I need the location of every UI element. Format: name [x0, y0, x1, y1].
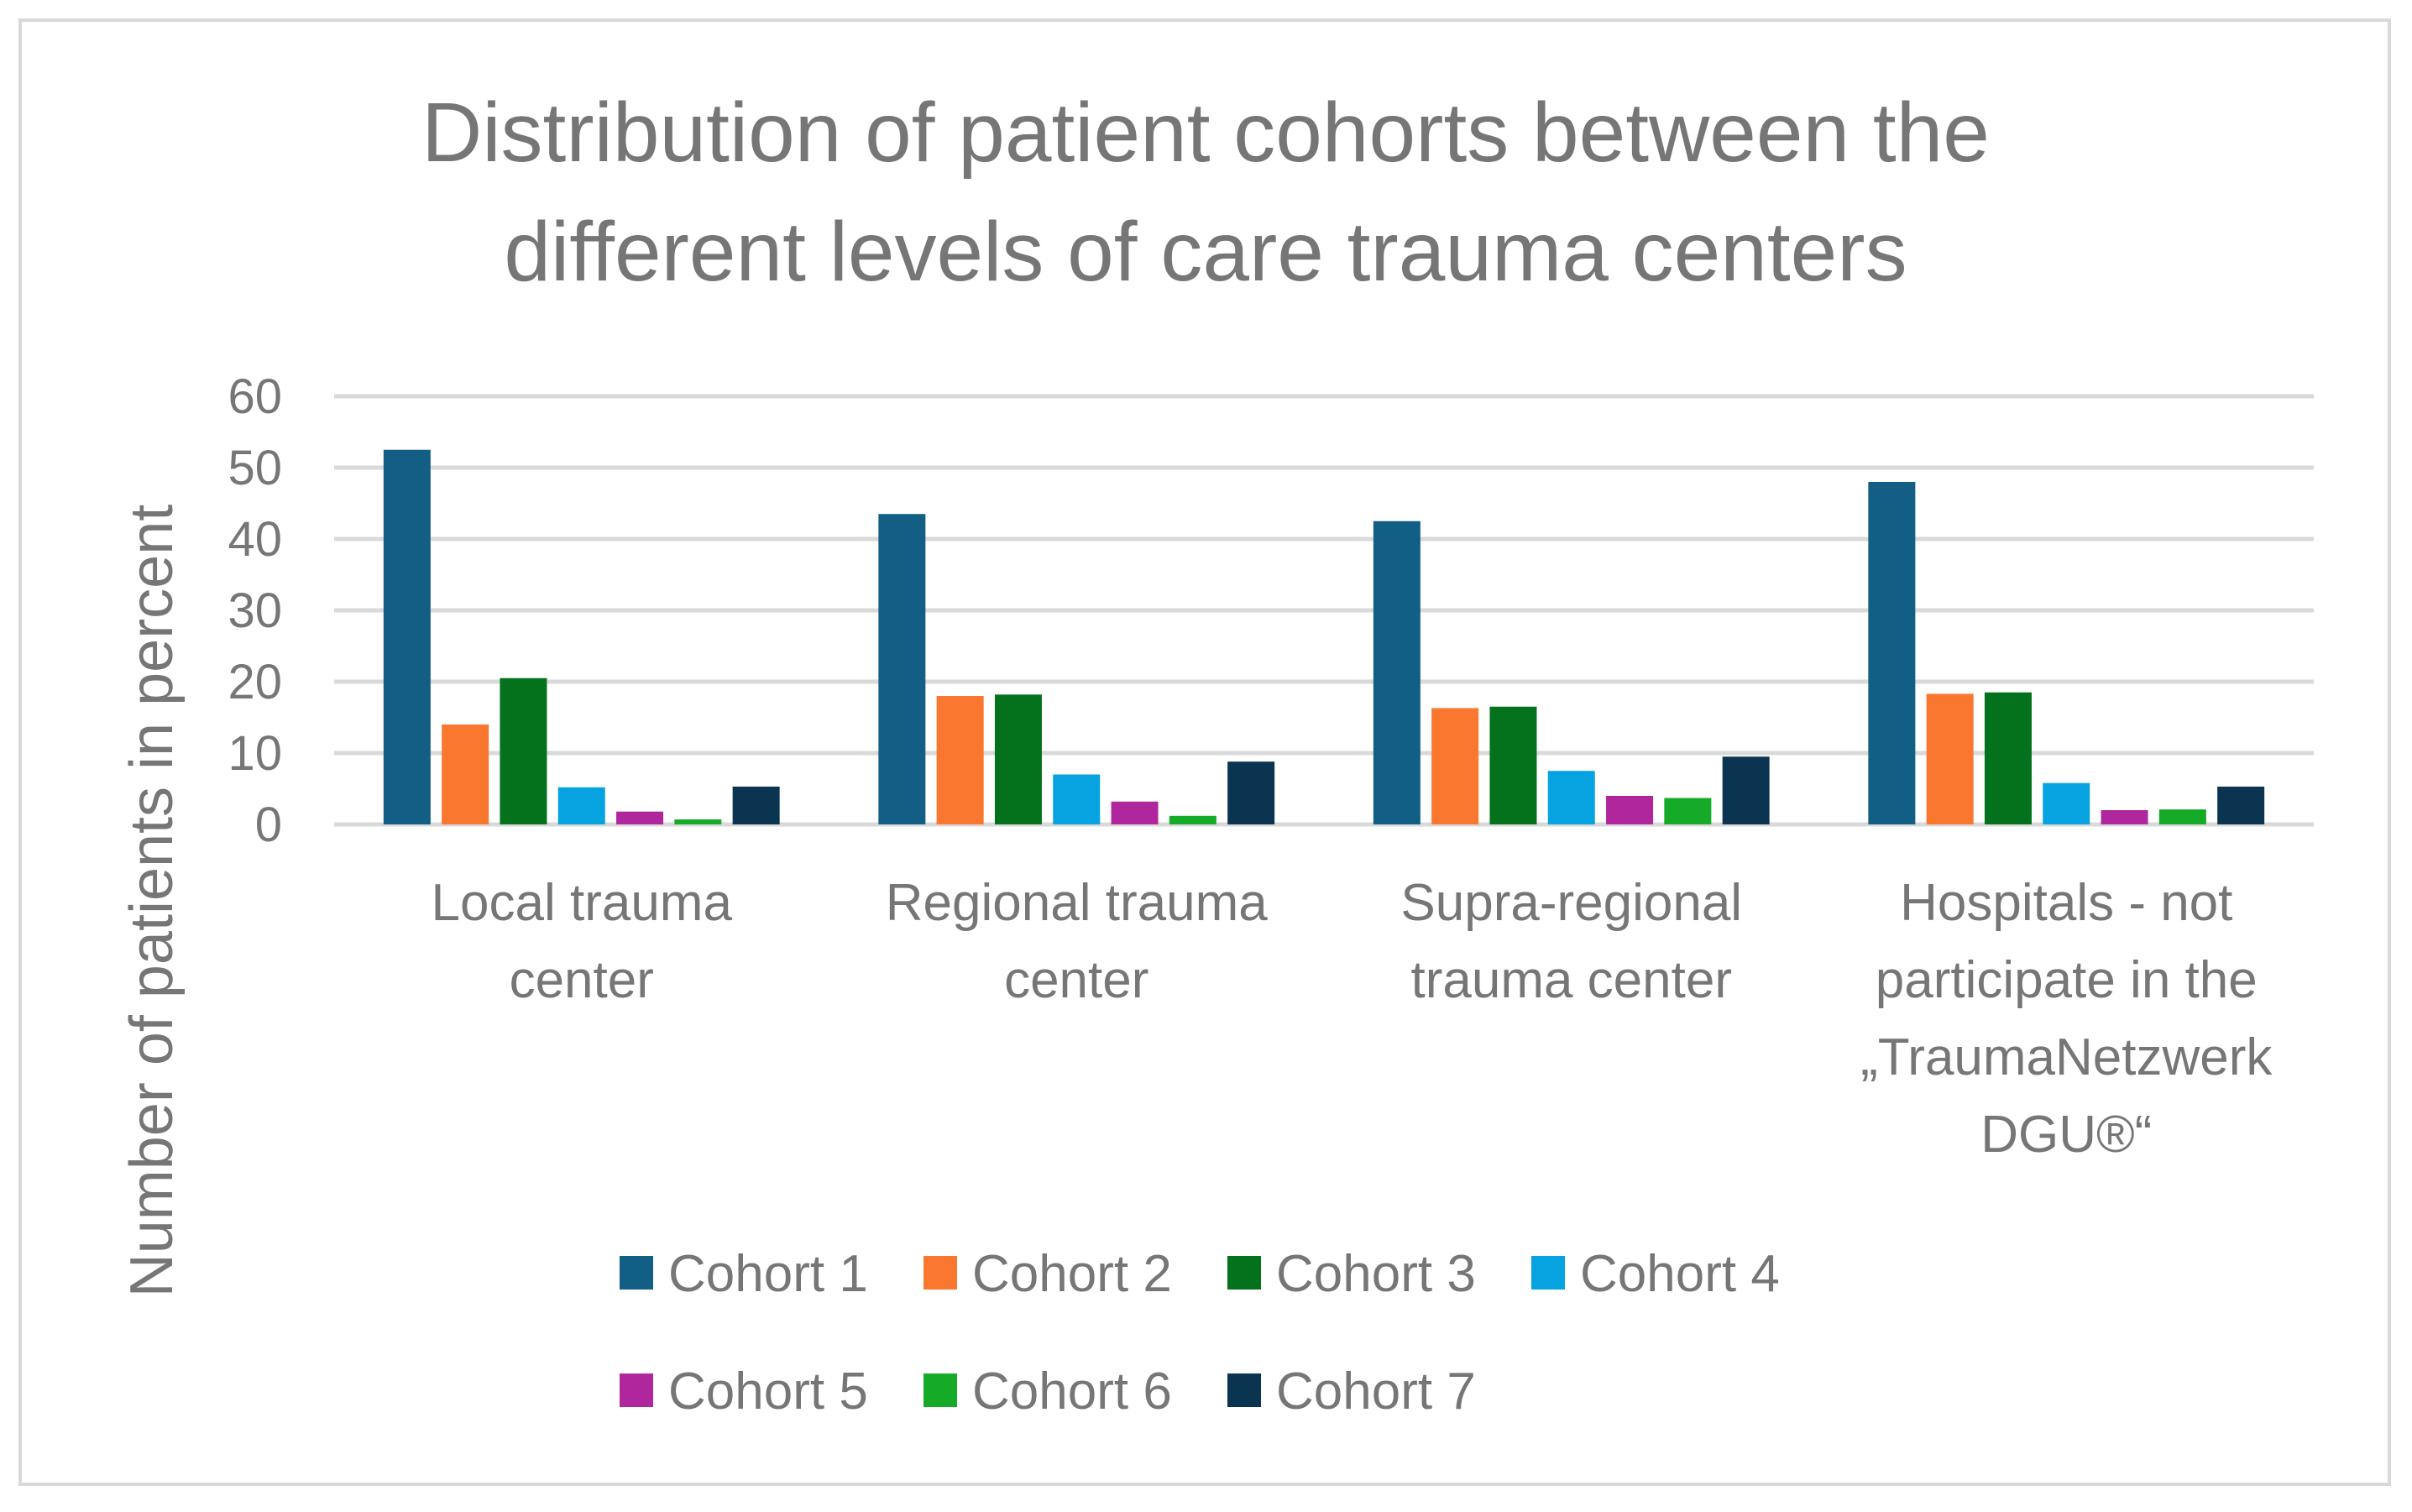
y-axis-title: Number of patients in percent [118, 505, 186, 1298]
category-label-4-line-4: DGU®“ [1980, 1106, 2152, 1164]
y-tick-label-0: 0 [255, 798, 282, 852]
bar-cohort-1-category-4 [1868, 482, 1916, 824]
bar-cohort-1-category-3 [1373, 521, 1421, 824]
chart-title-line-1: Distribution of patient cohorts between … [421, 86, 1990, 180]
category-label-2-line-1: Regional trauma [886, 874, 1268, 932]
bar-cohort-7-category-1 [732, 786, 780, 824]
bar-cohort-3-category-1 [500, 678, 547, 824]
legend-label-cohort-4: Cohort 4 [1580, 1245, 1780, 1303]
chart-title-line-2: different levels of care trauma centers [504, 205, 1907, 299]
y-tick-label-50: 50 [228, 441, 282, 495]
bar-cohort-1-category-1 [383, 449, 431, 824]
category-label-4-line-2: participate in the [1876, 951, 2258, 1009]
category-label-1-line-1: Local trauma [432, 874, 733, 932]
legend-swatch-cohort-2 [923, 1256, 957, 1290]
category-labels: Local trauma center Regional trauma center S… [432, 874, 2273, 1164]
bar-cohort-4-category-1 [557, 787, 605, 824]
legend-label-cohort-2: Cohort 2 [972, 1245, 1172, 1303]
bar-cohort-4-category-3 [1547, 771, 1595, 824]
bar-cohort-6-category-2 [1169, 815, 1216, 824]
y-tick-label-10: 10 [228, 726, 282, 781]
category-label-3-line-1: Supra-regional [1400, 874, 1742, 932]
legend-swatch-cohort-4 [1531, 1256, 1565, 1290]
bar-cohort-2-category-3 [1431, 708, 1479, 824]
bar-cohort-5-category-3 [1606, 796, 1654, 824]
legend-swatch-cohort-5 [620, 1373, 653, 1407]
legend: Cohort 1 Cohort 2 Cohort 3 Cohort 4 Cohort 5… [620, 1245, 1780, 1420]
category-label-2-line-2: center [1004, 951, 1148, 1009]
bar-cohort-3-category-2 [994, 694, 1042, 824]
bar-cohort-3-category-4 [1984, 692, 2032, 824]
legend-swatch-cohort-1 [620, 1256, 653, 1290]
bar-cohort-2-category-4 [1926, 693, 1974, 824]
bar-cohort-5-category-2 [1111, 801, 1159, 824]
bar-cohort-2-category-1 [442, 725, 489, 824]
bar-cohort-7-category-2 [1227, 761, 1275, 824]
bar-cohort-5-category-1 [616, 811, 664, 824]
legend-label-cohort-7: Cohort 7 [1276, 1363, 1476, 1420]
category-label-4-line-1: Hospitals - not [1900, 874, 2232, 932]
bar-cohort-5-category-4 [2101, 810, 2148, 824]
bar-cohort-2-category-2 [936, 696, 984, 824]
bar-cohort-3-category-3 [1489, 706, 1537, 824]
bar-cohort-4-category-4 [2043, 782, 2090, 824]
legend-label-cohort-3: Cohort 3 [1276, 1245, 1476, 1303]
category-label-3-line-2: trauma center [1410, 951, 1732, 1009]
y-tick-label-30: 30 [228, 583, 282, 638]
bar-cohort-1-category-2 [878, 514, 926, 824]
bar-cohort-6-category-3 [1664, 798, 1712, 824]
y-tick-label-20: 20 [228, 655, 282, 709]
bar-cohort-7-category-3 [1722, 756, 1770, 824]
gridlines [334, 394, 2314, 827]
category-label-4-line-3: „TraumaNetzwerk [1860, 1028, 2273, 1086]
legend-swatch-cohort-7 [1227, 1373, 1261, 1407]
legend-label-cohort-6: Cohort 6 [972, 1363, 1172, 1420]
y-tick-label-40: 40 [228, 512, 282, 567]
bar-cohort-4-category-2 [1053, 774, 1101, 824]
legend-label-cohort-1: Cohort 1 [668, 1245, 868, 1303]
bar-cohort-7-category-4 [2217, 786, 2265, 824]
legend-swatch-cohort-3 [1227, 1256, 1261, 1290]
legend-swatch-cohort-6 [923, 1373, 957, 1407]
bars [383, 449, 2265, 824]
legend-label-cohort-5: Cohort 5 [668, 1363, 868, 1420]
y-tick-label-60: 60 [228, 369, 282, 424]
y-tick-labels: 0 10 20 30 40 50 60 [228, 369, 282, 852]
category-label-1-line-2: center [510, 951, 654, 1009]
bar-cohort-6-category-4 [2158, 809, 2206, 824]
bar-cohort-6-category-1 [674, 819, 722, 824]
